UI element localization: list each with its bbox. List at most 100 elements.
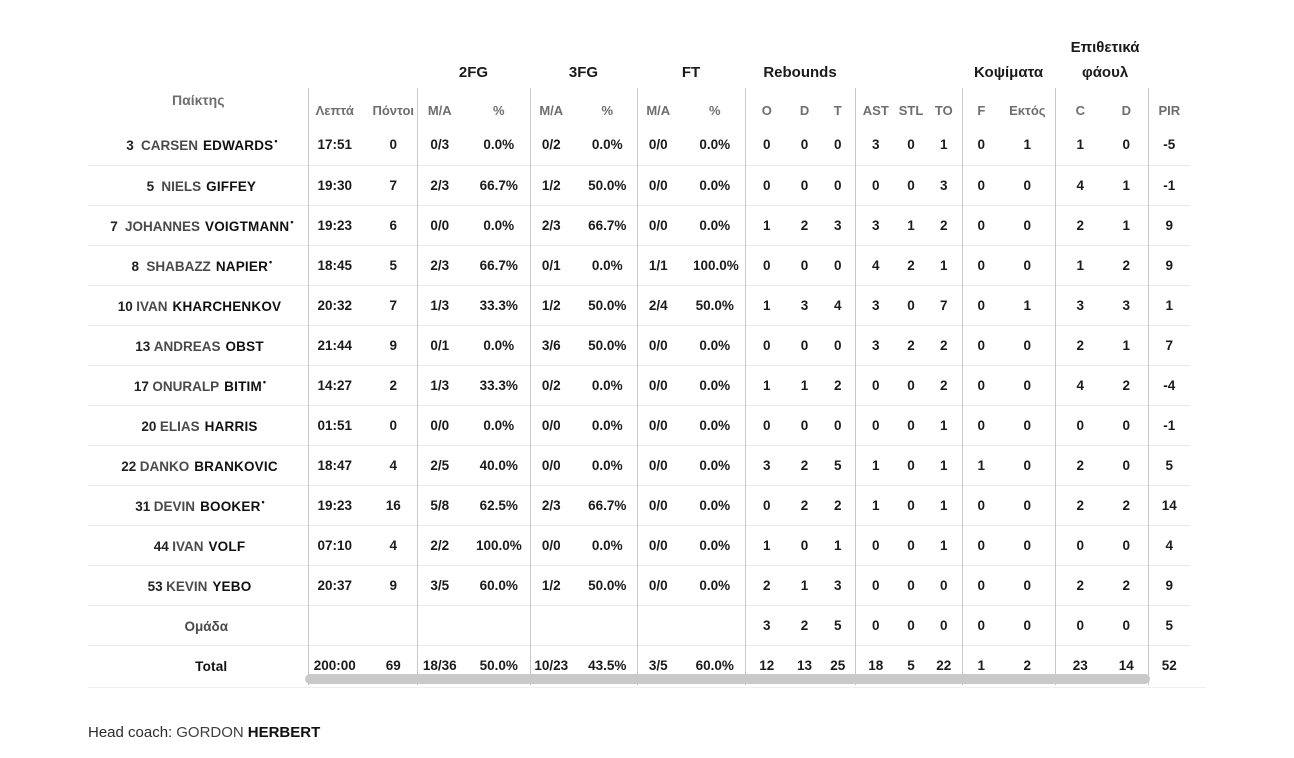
fg2-pct-cell: 100.0% <box>475 524 530 565</box>
fg2-ma-cell: 5/8 <box>416 484 475 525</box>
fg3-pct-cell: 50.0% <box>585 564 637 605</box>
minutes-cell: 20:32 <box>307 284 370 325</box>
ast-cell: 3 <box>854 324 897 365</box>
minutes-cell: 18:47 <box>307 444 370 485</box>
ft-ma-cell: 0/0 <box>636 204 692 245</box>
stl-cell: 0 <box>896 164 927 205</box>
player-first-name: NIELS <box>161 178 202 194</box>
fg2-pct-cell: 66.7% <box>475 164 530 205</box>
col-blocks-f: F <box>961 88 1001 125</box>
player-last-name: Total <box>195 658 228 674</box>
reb-o-cell: 0 <box>744 484 789 525</box>
fg3-ma-cell: 0/2 <box>529 364 585 405</box>
reb-t-cell: 1 <box>821 524 856 565</box>
fg2-ma-cell: 2/3 <box>416 244 475 285</box>
fouls-d-cell: 0 <box>1105 404 1149 445</box>
player-number: 53 <box>147 578 163 594</box>
ft-ma-cell <box>636 604 692 645</box>
fg2-pct-cell: 0.0% <box>475 324 530 365</box>
fg3-pct-cell: 66.7% <box>585 484 637 525</box>
group-offensive-fouls: Επιθετικά φάουλ <box>1070 39 1140 81</box>
table-row: 22 DANKO BRANKOVIC 18:47 4 2/5 40.0% 0/0 0… <box>88 444 1191 485</box>
player-number: 44 <box>153 538 169 554</box>
minutes-cell: 19:23 <box>307 204 370 245</box>
ast-cell: 4 <box>854 244 897 285</box>
blocks-against-cell: 0 <box>1000 324 1056 365</box>
reb-d-cell: 0 <box>800 137 809 153</box>
reb-o-cell: 0 <box>744 164 789 205</box>
reb-d-cell: 2 <box>788 204 822 245</box>
fg3-pct-cell: 0.0% <box>585 404 637 445</box>
group-rebounds: Rebounds <box>763 64 837 81</box>
fg2-pct-cell: 0.0% <box>483 137 515 153</box>
col-2fg-pct: % <box>492 103 505 118</box>
player-cell: 13 ANDREAS OBST <box>88 324 308 365</box>
stl-cell: 0 <box>896 604 927 645</box>
blocks-f-cell: 0 <box>961 125 1001 165</box>
reb-d-cell: 1 <box>788 564 822 605</box>
player-cell: 22 DANKO BRANKOVIC <box>88 444 308 485</box>
points-cell: 9 <box>370 564 417 605</box>
to-cell: 0 <box>926 604 963 645</box>
fouls-d-cell: 0 <box>1105 524 1149 565</box>
blocks-against-cell: 0 <box>1000 164 1056 205</box>
starter-mark-icon: • <box>274 136 278 147</box>
reb-o-cell: 1 <box>744 284 789 325</box>
ft-ma-cell: 0/0 <box>636 125 692 165</box>
coach-first-name: GORDON <box>176 724 244 741</box>
blocks-f-cell: 0 <box>961 204 1001 245</box>
reb-t-cell: 0 <box>834 137 842 153</box>
minutes-cell: 19:30 <box>307 164 370 205</box>
fg3-pct-cell: 0.0% <box>591 137 623 153</box>
reb-d-cell: 0 <box>788 244 822 285</box>
reb-t-cell: 3 <box>821 564 856 605</box>
table-row: 53 KEVIN YEBO 20:37 9 3/5 60.0% 1/2 50.0% … <box>88 564 1191 605</box>
fg3-pct-cell <box>585 604 637 645</box>
fg2-ma-cell: 2/5 <box>416 444 475 485</box>
fg2-ma-cell: 0/0 <box>416 204 475 245</box>
table-row: Ομάδα 3 2 5 0 0 0 0 0 0 0 5 <box>88 604 1191 645</box>
blocks-against-cell: 0 <box>1000 404 1056 445</box>
player-number: 5 <box>146 178 155 194</box>
to-cell: 2 <box>926 204 963 245</box>
pir-cell: 9 <box>1147 564 1191 605</box>
ft-pct-cell: 50.0% <box>692 284 746 325</box>
points-cell: 7 <box>370 284 417 325</box>
pir-cell: 5 <box>1147 604 1191 645</box>
pir-cell: 52 <box>1147 644 1191 685</box>
fouls-d-cell: 0 <box>1105 444 1149 485</box>
reb-d-cell: 0 <box>788 164 822 205</box>
to-cell: 1 <box>926 244 963 285</box>
horizontal-scrollbar[interactable] <box>305 674 1150 684</box>
boxscore-table: 2FG 3FG FT Rebounds Κοψίματα Επιθετικά φ… <box>88 34 1191 685</box>
blocks-against-cell: 0 <box>1000 604 1056 645</box>
points-cell: 4 <box>370 524 417 565</box>
fg2-pct-cell <box>475 604 530 645</box>
fg3-ma-cell: 0/2 <box>529 125 585 165</box>
ft-ma-cell: 0/0 <box>636 444 692 485</box>
fg3-ma-cell: 2/3 <box>529 484 585 525</box>
fouls-d-cell: 2 <box>1105 484 1149 525</box>
reb-o-cell: 3 <box>744 444 789 485</box>
group-ft: FT <box>681 64 701 81</box>
reb-t-cell: 5 <box>821 444 856 485</box>
ft-pct-cell: 0.0% <box>692 164 746 205</box>
fg3-pct-cell: 50.0% <box>585 284 637 325</box>
group-blocks: Κοψίματα <box>974 64 1044 81</box>
player-first-name: ANDREAS <box>153 338 221 354</box>
ft-ma-cell: 0/0 <box>636 364 692 405</box>
col-reb-o: O <box>744 88 789 125</box>
ast-cell: 0 <box>854 604 897 645</box>
fg2-pct-cell: 40.0% <box>475 444 530 485</box>
blocks-f-cell: 0 <box>961 564 1001 605</box>
fouls-c-cell: 2 <box>1054 444 1106 485</box>
ft-pct-cell <box>692 604 746 645</box>
player-cell: Ομάδα <box>88 604 308 645</box>
reb-d-cell: 0 <box>788 324 822 365</box>
player-cell: 44 IVAN VOLF <box>88 524 308 565</box>
player-first-name: ELIAS <box>159 418 200 434</box>
player-last-name: GIFFEY <box>206 178 257 194</box>
fouls-d-cell: 1 <box>1105 204 1149 245</box>
fouls-d-cell: 1 <box>1105 164 1149 205</box>
to-cell: 1 <box>940 137 948 153</box>
